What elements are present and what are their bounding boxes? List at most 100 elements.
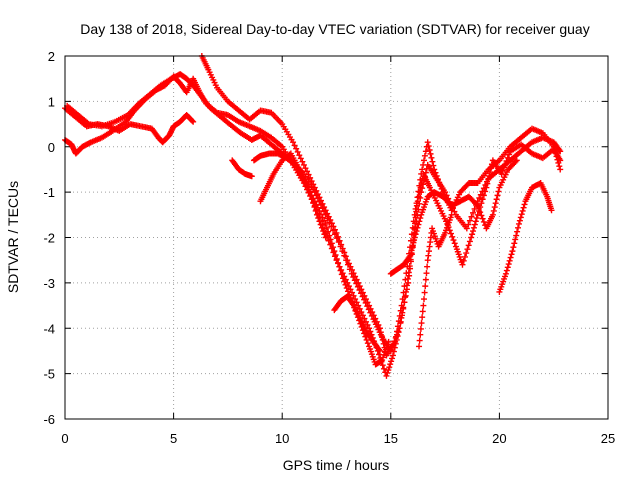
data-point [317,197,324,204]
data-point [491,204,498,211]
data-point [429,158,436,165]
data-point [425,143,432,150]
data-point [412,231,419,238]
data-point [521,201,528,208]
data-point [417,325,424,332]
data-point [489,211,496,218]
data-point [427,150,434,157]
data-point [416,337,423,344]
data-point [403,270,410,277]
data-point [514,228,521,235]
data-point [403,286,410,293]
data-point [493,196,500,203]
data-point [421,152,428,159]
data-point [477,209,484,216]
data-point [510,244,517,251]
data-point [380,365,387,372]
data-point [388,358,395,365]
data-point [459,261,466,268]
y-tick-label: 1 [48,94,55,109]
data-point [480,218,487,225]
data-point [345,260,352,267]
data-point [338,271,345,278]
data-point [554,156,561,163]
data-point [557,166,564,173]
y-tick-label: 2 [48,49,55,64]
data-point [310,200,317,207]
data-point [482,181,489,188]
data-point [335,259,342,266]
data-point [419,308,426,315]
data-point [355,279,362,286]
data-point [327,236,334,243]
data-point [307,174,314,181]
data-point [466,238,473,245]
data-point [509,248,516,255]
data-point [367,305,374,312]
data-point [424,139,431,146]
x-tick-label: 25 [601,431,615,446]
data-point [190,118,197,125]
data-point [319,200,326,207]
data-point [302,165,309,172]
data-point [369,309,376,316]
data-point [415,221,422,228]
data-point [418,320,425,327]
data-point [339,245,346,252]
data-point [413,200,420,207]
data-point [330,223,337,230]
data-point [512,158,519,165]
data-point [517,214,524,221]
data-point [386,364,393,371]
data-point [398,302,405,309]
data-point [422,169,429,176]
data-point [416,343,423,350]
data-point [343,285,350,292]
data-point [418,170,425,177]
data-point [324,210,331,217]
data-point [464,246,471,253]
data-point [340,275,347,282]
data-point [417,331,424,338]
data-point [422,148,429,155]
data-point [389,352,396,359]
data-point [431,166,438,173]
data-point [376,346,383,353]
data-point [330,244,337,251]
data-point [321,231,328,238]
data-point [557,148,564,155]
data-point [327,216,334,223]
y-tick-label: -3 [43,276,55,291]
data-point [508,251,515,258]
y-tick-label: -5 [43,367,55,382]
data-point [417,176,424,183]
data-point [419,314,426,321]
data-point [344,288,351,295]
data-point [465,242,472,249]
data-point [447,230,454,237]
data-point [552,150,559,157]
data-point [416,218,423,225]
data-point [397,307,404,314]
data-point [513,232,520,239]
data-point [451,208,458,215]
data-point [310,181,317,188]
data-point [304,168,311,175]
axis-ticks: 0 5 10 15 20 25 -6 -5 -4 -3 -2 -1 0 1 2 [43,49,615,446]
data-point [413,228,420,235]
data-point [349,301,356,308]
y-tick-label: -4 [43,321,55,336]
data-point [460,257,467,264]
data-point [421,157,428,164]
data-point [468,234,475,241]
data-point [379,336,386,343]
data-point [448,211,455,218]
data-point [515,224,522,231]
data-point [479,188,486,195]
data-point [328,220,335,227]
data-point [356,283,363,290]
data-point [349,266,356,273]
data-point [502,270,509,277]
y-tick-label: -2 [43,231,55,246]
data-point [396,312,403,319]
